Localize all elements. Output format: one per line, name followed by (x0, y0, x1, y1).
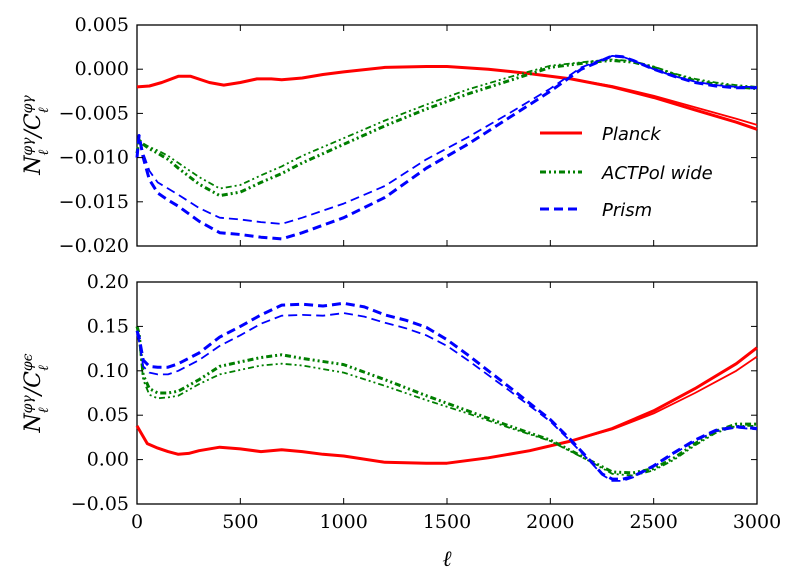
series-line-prism (135, 54, 757, 241)
legend-label-prism: Prism (602, 200, 652, 221)
legend-label-actpol: ACTPol wide (601, 163, 713, 184)
x-tick-label: 2500 (629, 511, 677, 533)
top-panel: −0.020 −0.015 −0.010 −0.005 0.000 0.005 Nℓφγ/… (20, 14, 758, 257)
y-tick-label: 0.20 (87, 271, 129, 293)
series-line-prism-variant (136, 312, 758, 482)
top-y-axis-label: Nℓφγ/Cℓφγ (20, 95, 52, 176)
top-x-ticks (136, 25, 758, 246)
series-line-prism-variant (136, 55, 757, 225)
y-tick-label: 0.05 (87, 404, 129, 426)
y-tick-label: −0.005 (59, 102, 129, 124)
series-line-actpol-wide-variant (136, 330, 757, 477)
series-line-prism (135, 301, 758, 481)
x-tick-label: 500 (222, 511, 258, 533)
x-tick-label: 3000 (733, 511, 781, 533)
legend: Planck ACTPol wide Prism (540, 124, 713, 221)
bottom-y-axis-label: Nℓφγ/Cℓφϵ (20, 353, 52, 433)
x-tick-label: 1500 (423, 511, 471, 533)
bottom-y-ticks: −0.05 0.00 0.05 0.10 0.15 0.20 (71, 271, 757, 515)
series-line-actpol-wide (135, 325, 757, 475)
top-plot-frame (136, 24, 758, 247)
bottom-x-ticks: 0 500 1000 1500 2000 2500 3000 (131, 282, 781, 533)
y-tick-label: 0.000 (75, 58, 129, 80)
bottom-panel: −0.05 0.00 0.05 0.10 0.15 0.20 0 500 1000 1500 20… (20, 271, 781, 572)
top-series-group (135, 54, 758, 241)
y-tick-label: −0.010 (59, 147, 129, 169)
series-line-planck-variant (136, 65, 758, 126)
bottom-plot-frame (136, 281, 758, 505)
series-line-actpol-wide (135, 58, 758, 198)
bottom-series-group (135, 301, 758, 482)
x-tick-label: 1000 (319, 511, 367, 533)
y-tick-label: −0.05 (71, 493, 129, 515)
y-tick-label: −0.015 (59, 191, 129, 213)
top-y-ticks: −0.020 −0.015 −0.010 −0.005 0.000 0.005 (59, 14, 757, 257)
series-line-actpol-wide-variant (136, 58, 758, 190)
series-line-planck-variant (136, 355, 758, 465)
x-tick-label: 2000 (526, 511, 574, 533)
y-tick-label: 0.10 (87, 360, 129, 382)
x-axis-label: ℓ (442, 547, 452, 572)
y-tick-label: 0.15 (87, 315, 129, 337)
y-tick-label: 0.005 (75, 14, 129, 36)
y-tick-label: 0.00 (87, 449, 129, 471)
legend-label-planck: Planck (602, 124, 662, 145)
y-tick-label: −0.020 (59, 235, 129, 257)
x-tick-label: 0 (131, 511, 143, 533)
